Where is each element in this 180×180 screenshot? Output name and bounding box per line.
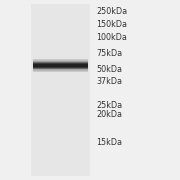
Bar: [33, 62, 88, 63]
Text: 25kDa: 25kDa: [96, 101, 122, 110]
Bar: [33, 62, 88, 63]
Bar: [33, 65, 88, 66]
Text: 250kDa: 250kDa: [96, 7, 127, 16]
Bar: [33, 65, 88, 66]
Bar: [33, 62, 88, 63]
Bar: [33, 62, 88, 63]
Text: 15kDa: 15kDa: [96, 138, 122, 147]
Bar: [33, 61, 88, 62]
Bar: [33, 71, 88, 72]
Bar: [33, 70, 88, 71]
Bar: [33, 64, 88, 65]
Bar: [33, 68, 88, 69]
Bar: [33, 60, 88, 61]
Bar: [33, 61, 88, 62]
Bar: [33, 65, 88, 66]
Bar: [33, 64, 88, 65]
Bar: [33, 63, 88, 64]
Bar: [33, 63, 88, 64]
Bar: [33, 69, 88, 70]
Bar: [33, 69, 88, 70]
Bar: [31, 4, 90, 176]
Bar: [33, 68, 88, 69]
Bar: [33, 67, 88, 68]
Bar: [33, 59, 88, 60]
Text: 75kDa: 75kDa: [96, 49, 122, 58]
Bar: [33, 59, 88, 60]
Bar: [33, 60, 88, 61]
Bar: [33, 59, 88, 60]
Bar: [33, 63, 88, 64]
Bar: [33, 59, 88, 60]
Bar: [33, 61, 88, 62]
Bar: [33, 70, 88, 71]
Bar: [33, 71, 88, 72]
Text: 37kDa: 37kDa: [96, 77, 122, 86]
Bar: [33, 63, 88, 64]
Bar: [33, 60, 88, 61]
Bar: [33, 66, 88, 67]
Bar: [33, 65, 88, 66]
Bar: [33, 66, 88, 67]
Bar: [33, 69, 88, 70]
Bar: [33, 69, 88, 70]
Bar: [33, 70, 88, 71]
Text: 150kDa: 150kDa: [96, 20, 127, 29]
Bar: [33, 66, 88, 67]
Text: 50kDa: 50kDa: [96, 65, 122, 74]
Bar: [33, 68, 88, 69]
Bar: [33, 61, 88, 62]
Bar: [33, 67, 88, 68]
Bar: [33, 64, 88, 65]
Bar: [33, 71, 88, 72]
Bar: [33, 68, 88, 69]
Text: 100kDa: 100kDa: [96, 33, 127, 42]
Bar: [33, 71, 88, 72]
Bar: [33, 60, 88, 61]
Text: 20kDa: 20kDa: [96, 110, 122, 119]
Bar: [33, 66, 88, 67]
Bar: [33, 64, 88, 65]
Bar: [33, 70, 88, 71]
